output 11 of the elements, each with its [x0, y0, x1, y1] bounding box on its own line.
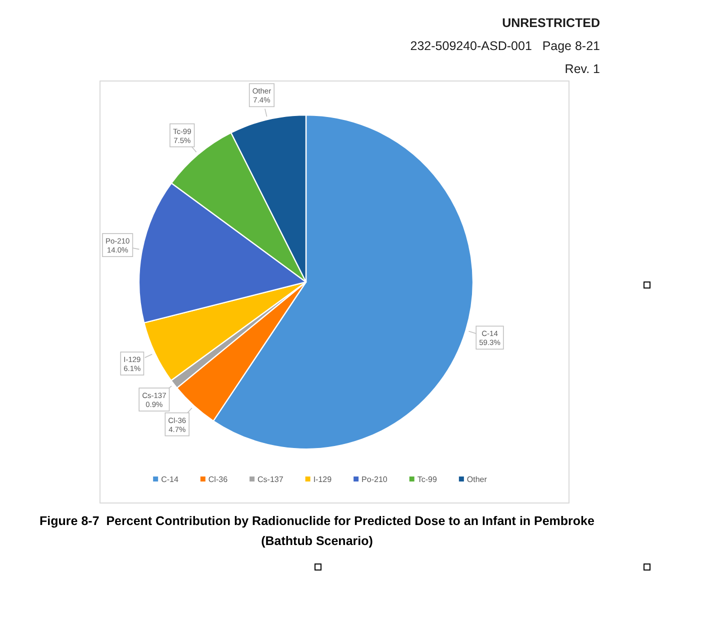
legend-label: I-129	[313, 475, 332, 484]
text: UNRESTRICTED	[502, 16, 600, 30]
legend-label: Cl-36	[208, 475, 228, 484]
text: Figure 8-7 Percent Contribution by Radionuclide for Predicted Dose to an Infant in Pembroke (Bathtub Scenario)	[40, 514, 595, 548]
text: Rev. 1	[564, 62, 600, 76]
legend-label: Tc-99	[417, 475, 438, 484]
legend-label: C-14	[161, 475, 179, 484]
legend-label: Cs-137	[258, 475, 284, 484]
legend-label: Po-210	[362, 475, 388, 484]
legend-label: Other	[466, 475, 488, 484]
text: 232-509240-ASD-001 Page 8-21	[410, 39, 600, 53]
